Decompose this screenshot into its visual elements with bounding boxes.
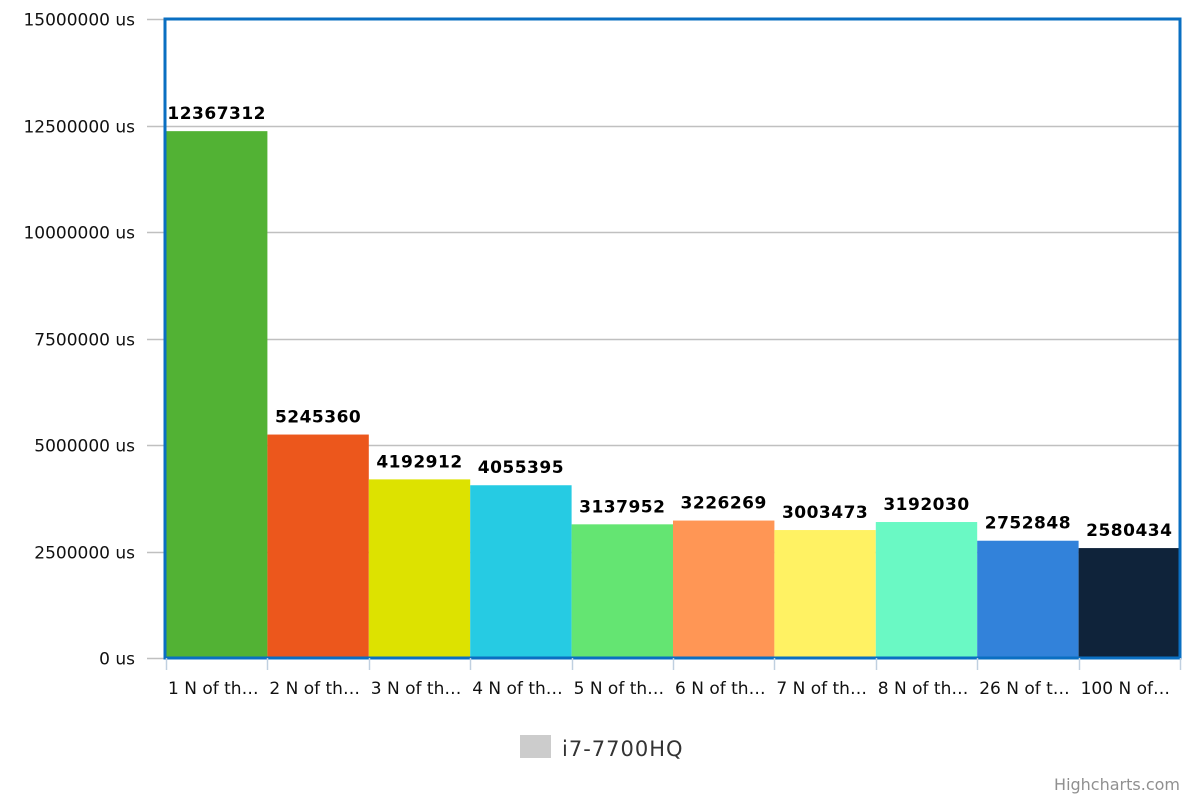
y-tick-label: 7500000 us (34, 331, 135, 351)
data-label: 3226269 (681, 494, 767, 514)
x-tick-label: 26 N of t… (979, 679, 1070, 699)
x-axis-labels: 1 N of th… 2 N of th… 3 N of th… 4 N of th…… (168, 679, 1170, 699)
bar-series (166, 131, 1180, 658)
bar[interactable] (470, 485, 572, 658)
x-tick-label: 3 N of th… (371, 679, 462, 699)
bar[interactable] (368, 479, 471, 658)
y-tick-label: 2500000 us (34, 544, 135, 564)
bar[interactable] (673, 520, 775, 658)
bar[interactable] (267, 434, 369, 658)
data-label: 4055395 (478, 458, 564, 478)
data-label: 3192030 (883, 495, 969, 515)
data-label: 3003473 (782, 503, 868, 523)
data-label: 4192912 (376, 452, 462, 472)
data-label: 12367312 (167, 104, 266, 124)
x-tick-label: 6 N of th… (675, 679, 766, 699)
legend-label[interactable]: i7-7700HQ (562, 737, 684, 761)
y-tick-label: 10000000 us (23, 224, 135, 244)
x-tick-label: 8 N of th… (878, 679, 969, 699)
x-tick-label: 4 N of th… (472, 679, 563, 699)
legend-swatch[interactable] (520, 735, 551, 758)
data-label: 5245360 (275, 408, 361, 428)
credits-link[interactable]: Highcharts.com (1054, 775, 1180, 794)
data-label: 2752848 (985, 514, 1071, 534)
bar[interactable] (571, 524, 673, 658)
data-label: 3137952 (579, 497, 665, 517)
bar[interactable] (774, 530, 876, 658)
y-tick-label: 5000000 us (34, 437, 135, 457)
y-tick-label: 0 us (99, 650, 135, 670)
bar[interactable] (977, 540, 1079, 658)
x-tick-label: 7 N of th… (776, 679, 867, 699)
data-label: 2580434 (1086, 521, 1172, 541)
y-axis: 0 us 2500000 us 5000000 us 7500000 us 100000… (23, 11, 135, 670)
y-tick-label: 12500000 us (23, 118, 135, 138)
y-tick-label: 15000000 us (23, 11, 135, 31)
x-tick-label: 1 N of th… (168, 679, 259, 699)
plot-border (163, 17, 1182, 660)
x-tick-label: 2 N of th… (269, 679, 360, 699)
bar[interactable] (875, 522, 978, 658)
data-labels: 12367312 5245360 4192912 4055395 3137952 3226… (167, 104, 1172, 541)
x-axis (165, 658, 1182, 670)
bar[interactable] (1078, 548, 1180, 658)
legend[interactable]: i7-7700HQ (520, 735, 684, 761)
x-tick-label: 100 N of… (1081, 679, 1170, 699)
bar[interactable] (166, 131, 268, 658)
x-tick-label: 5 N of th… (574, 679, 665, 699)
